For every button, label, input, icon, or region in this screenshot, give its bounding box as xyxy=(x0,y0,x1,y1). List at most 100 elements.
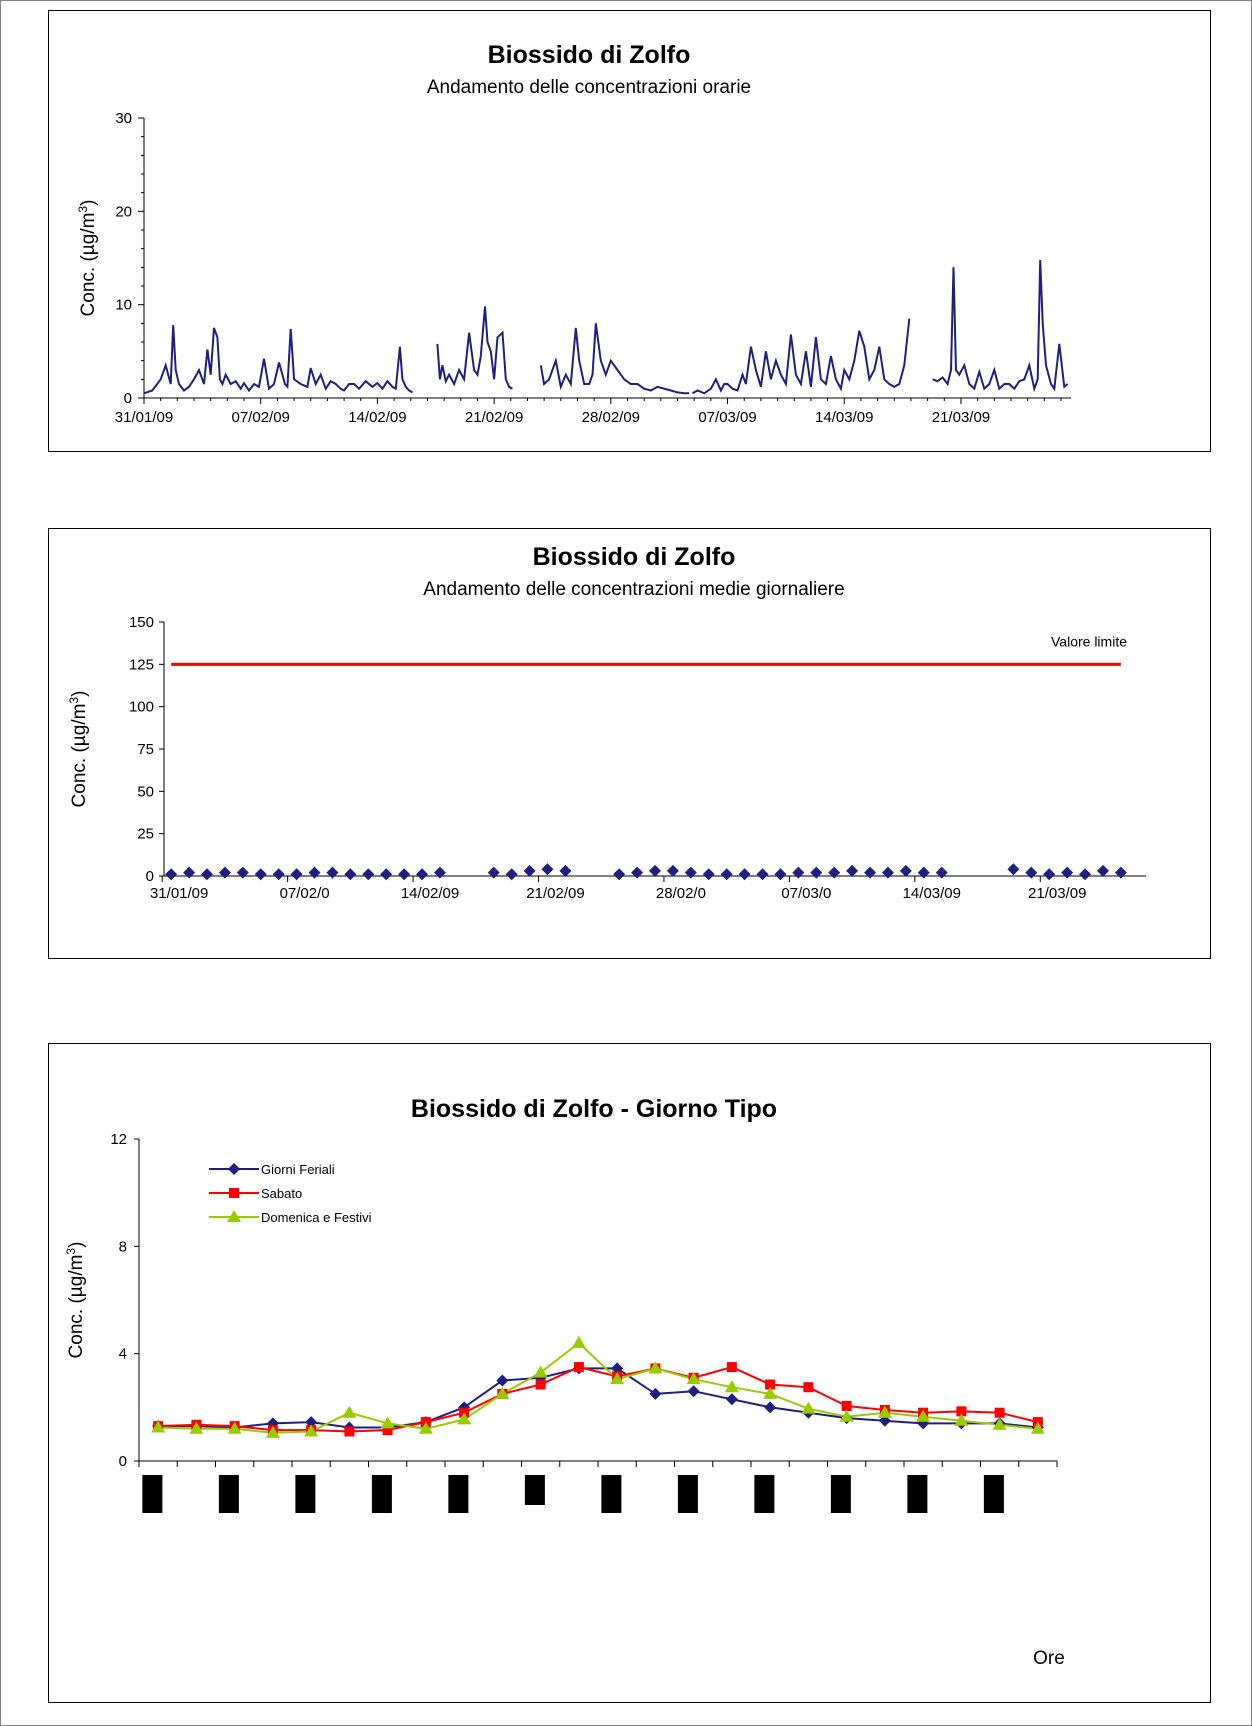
legend-marker xyxy=(229,1188,239,1198)
data-point xyxy=(398,868,411,881)
x-axis-label: Ore xyxy=(1033,1648,1065,1669)
data-point xyxy=(362,868,375,881)
data-point xyxy=(189,1421,204,1434)
x-tick-label: 07/03/0 xyxy=(781,885,831,902)
y-tick-label: 10 xyxy=(115,297,132,314)
data-point xyxy=(631,866,644,879)
data-point xyxy=(756,868,769,881)
x-tick-label: 14/03/09 xyxy=(815,409,873,426)
data-point xyxy=(916,1409,931,1422)
x-tick-label: 07/03/09 xyxy=(698,409,756,426)
legend-label: Giorni Feriali xyxy=(261,1162,335,1177)
data-point xyxy=(326,866,339,879)
data-point xyxy=(201,868,214,881)
y-tick-label: 30 xyxy=(115,110,132,127)
data-point xyxy=(571,1335,586,1348)
x-tick-label: 28/02/0 xyxy=(656,885,706,902)
data-point xyxy=(573,1362,584,1373)
data-point xyxy=(1061,866,1074,879)
hourly-chart: Biossido di Zolfo Andamento delle concent… xyxy=(76,41,1071,426)
data-point xyxy=(505,868,518,881)
data-point xyxy=(457,1412,472,1425)
data-point xyxy=(828,866,841,879)
data-point xyxy=(765,1379,776,1390)
x-tick-label: 14/03/09 xyxy=(903,885,961,902)
x-tick-label: 14/02/09 xyxy=(401,885,459,902)
data-point xyxy=(611,1362,624,1375)
data-point xyxy=(265,1425,280,1438)
data-point xyxy=(992,1417,1007,1430)
y-tick-label: 0 xyxy=(146,868,154,885)
data-point xyxy=(183,866,196,879)
data-point xyxy=(881,866,894,879)
hour-label-block xyxy=(830,1475,851,1513)
y-tick-label: 0 xyxy=(119,1453,127,1470)
data-point xyxy=(1079,868,1092,881)
y-tick-label: 12 xyxy=(110,1131,127,1148)
data-point xyxy=(792,866,805,879)
series-line-segment xyxy=(692,318,911,395)
y-tick-label: 4 xyxy=(119,1346,127,1363)
chart-title: Biossido di Zolfo - Giorno Tipo xyxy=(411,1095,777,1123)
y-axis-label: Conc. (µg/m3) xyxy=(76,200,99,317)
x-tick-label: 21/03/09 xyxy=(932,409,990,426)
data-point xyxy=(218,866,231,879)
data-point xyxy=(382,1425,393,1436)
hour-label-block xyxy=(295,1475,316,1513)
data-point xyxy=(272,868,285,881)
data-point xyxy=(954,1413,969,1426)
hourly-chart-panel: Biossido di Zolfo Andamento delle concent… xyxy=(48,10,1211,452)
data-point xyxy=(1043,868,1056,881)
x-tick-label: 31/01/09 xyxy=(150,885,208,902)
data-point xyxy=(917,866,930,879)
data-point xyxy=(803,1382,814,1393)
data-point xyxy=(533,1365,548,1378)
y-tick-label: 100 xyxy=(129,699,154,716)
hour-label-block xyxy=(601,1475,622,1513)
data-point xyxy=(308,866,321,879)
data-point xyxy=(649,1387,662,1400)
hour-label-block xyxy=(907,1475,928,1513)
series-line-segment xyxy=(932,259,1069,393)
data-point xyxy=(841,1400,852,1411)
data-point xyxy=(613,868,626,881)
series-line-segment xyxy=(143,325,413,395)
data-point xyxy=(702,868,715,881)
hour-label-block xyxy=(754,1475,775,1513)
data-point xyxy=(648,1361,663,1374)
data-point xyxy=(344,868,357,881)
data-point xyxy=(344,1426,355,1437)
daily-chart-panel: Biossido di Zolfo Andamento delle concent… xyxy=(48,528,1211,959)
data-point xyxy=(877,1405,892,1418)
data-point xyxy=(686,1372,701,1385)
daily-chart: Biossido di Zolfo Andamento delle concent… xyxy=(67,543,1146,902)
data-point xyxy=(1007,863,1020,876)
series-line-segment xyxy=(539,323,690,395)
x-tick-label: 21/02/09 xyxy=(465,409,523,426)
data-point xyxy=(487,866,500,879)
data-point xyxy=(305,1416,318,1429)
data-point xyxy=(610,1372,625,1385)
data-point xyxy=(649,864,661,877)
hour-label-block xyxy=(142,1475,163,1513)
data-point xyxy=(266,1417,279,1430)
data-point xyxy=(227,1421,242,1434)
series-line-segment xyxy=(436,306,513,390)
series-line xyxy=(158,1367,1039,1429)
data-point xyxy=(810,866,823,879)
data-point xyxy=(1114,866,1127,879)
data-point xyxy=(380,1416,395,1429)
data-point xyxy=(236,866,249,879)
y-tick-label: 150 xyxy=(129,614,154,631)
x-tick-label: 07/02/0 xyxy=(280,885,330,902)
legend-label: Sabato xyxy=(261,1186,302,1201)
y-tick-label: 8 xyxy=(119,1238,127,1255)
hour-label-block xyxy=(371,1475,392,1513)
hour-label-block xyxy=(448,1475,469,1513)
legend-marker xyxy=(228,1163,240,1175)
series-line xyxy=(158,1341,1039,1434)
chart-title: Biossido di Zolfo xyxy=(533,543,736,571)
typical-day-chart-panel: Biossido di Zolfo - Giorno Tipo 0 4 8 12 Conc… xyxy=(48,1043,1211,1703)
data-point xyxy=(666,864,679,877)
data-point xyxy=(433,866,446,879)
